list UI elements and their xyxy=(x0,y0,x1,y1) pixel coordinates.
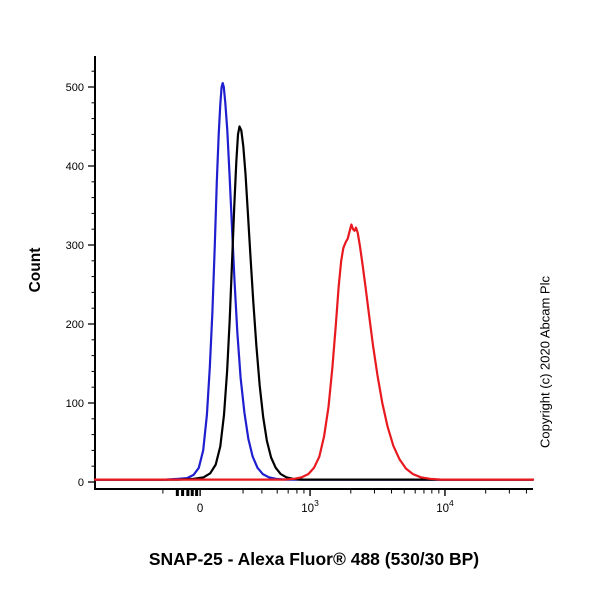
chart-title: SNAP-25 - Alexa Fluor® 488 (530/30 BP) xyxy=(148,549,480,569)
y-axis-ticks: 0 100 200 300 400 500 xyxy=(66,70,95,489)
red-curve xyxy=(93,223,535,481)
x-tick-label: 104 xyxy=(436,498,454,515)
axes xyxy=(94,56,533,490)
blue-curve xyxy=(93,82,535,481)
x-tick-label: 0 xyxy=(197,503,203,515)
y-tick-label: 300 xyxy=(66,240,84,252)
y-axis-label: Count xyxy=(27,247,44,293)
x-axis-ticks: 0 103 104 xyxy=(162,488,527,515)
y-tick-label: 0 xyxy=(78,477,84,489)
black-curve xyxy=(93,125,535,481)
copyright-text: Copyright (c) 2020 Abcam Plc xyxy=(537,276,553,448)
y-tick-label: 100 xyxy=(66,398,84,410)
y-tick-label: 400 xyxy=(66,161,84,173)
x-tick-label: 103 xyxy=(301,498,319,515)
y-tick-label: 500 xyxy=(66,82,84,94)
y-tick-label: 200 xyxy=(66,319,84,331)
